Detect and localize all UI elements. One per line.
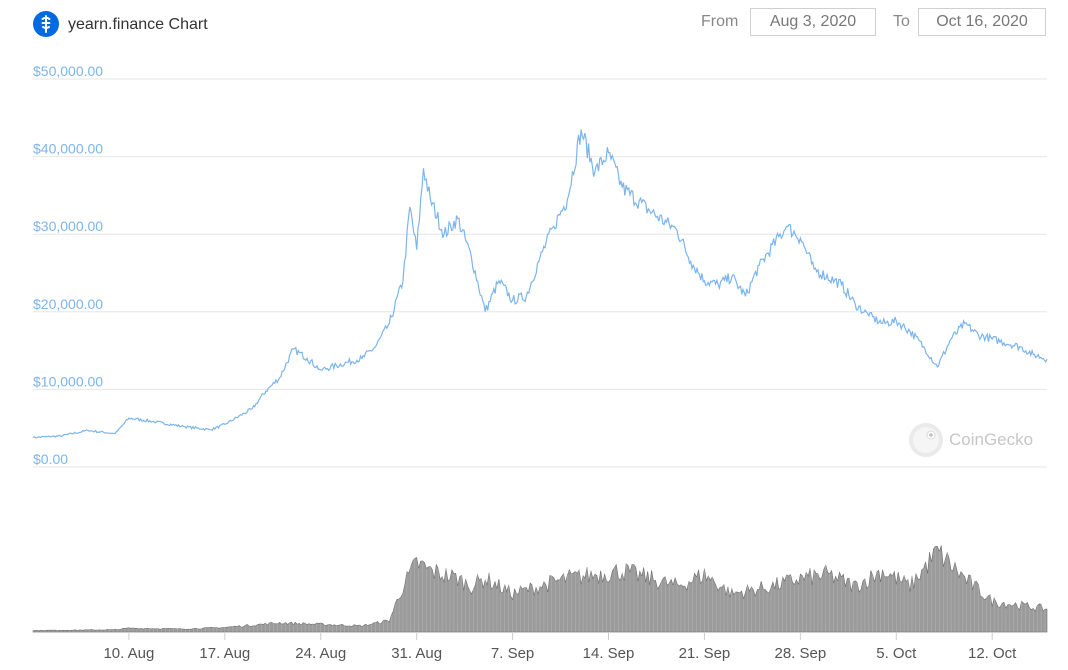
from-label: From	[701, 13, 739, 30]
y-tick-label: $40,000.00	[33, 141, 103, 157]
x-axis-ticks: 10. Aug 17. Aug 24. Aug 31. Aug 7. Sep 14. Se…	[103, 632, 1017, 662]
chart-title: yearn.finance Chart	[68, 16, 208, 33]
grid-lines	[33, 78, 1047, 633]
y-tick-label: $10,000.00	[33, 373, 103, 389]
y-tick-label: $0.00	[33, 451, 68, 467]
x-tick-label: 21. Sep	[679, 645, 731, 662]
x-tick-label: 5. Oct	[876, 645, 917, 662]
coingecko-watermark: CoinGecko	[909, 423, 1033, 457]
yearn-finance-logo-icon	[33, 11, 59, 37]
volume-series	[32, 545, 1048, 633]
to-date-input[interactable]: Oct 16, 2020	[918, 8, 1046, 36]
x-tick-label: 24. Aug	[295, 645, 346, 662]
chart-header: yearn.finance Chart From Aug 3, 2020 To …	[0, 0, 1068, 50]
from-date-input[interactable]: Aug 3, 2020	[750, 8, 876, 36]
x-tick-label: 10. Aug	[103, 645, 154, 662]
coingecko-watermark-text: CoinGecko	[949, 430, 1033, 449]
y-axis-ticks: $0.00 $10,000.00 $20,000.00 $30,000.00 $40,0…	[33, 63, 103, 467]
y-tick-label: $30,000.00	[33, 218, 103, 234]
x-tick-label: 7. Sep	[491, 645, 534, 662]
x-tick-label: 31. Aug	[391, 645, 442, 662]
x-tick-label: 17. Aug	[199, 645, 250, 662]
to-label: To	[893, 13, 910, 30]
price-line	[32, 129, 1048, 439]
y-tick-label: $20,000.00	[33, 296, 103, 312]
x-tick-label: 28. Sep	[774, 645, 826, 662]
y-tick-label: $50,000.00	[33, 63, 103, 79]
x-tick-label: 12. Oct	[968, 645, 1017, 662]
coingecko-gecko-icon	[909, 423, 943, 457]
price-series	[32, 129, 1048, 439]
x-tick-label: 14. Sep	[583, 645, 635, 662]
